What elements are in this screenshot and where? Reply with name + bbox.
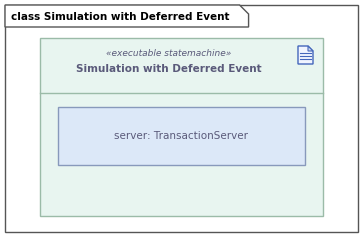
Polygon shape bbox=[298, 46, 313, 64]
Polygon shape bbox=[308, 46, 313, 51]
Bar bbox=[58, 107, 305, 165]
Text: Simulation with Deferred Event: Simulation with Deferred Event bbox=[76, 64, 262, 74]
Polygon shape bbox=[5, 5, 249, 27]
Text: «executable statemachine»: «executable statemachine» bbox=[106, 49, 232, 58]
Text: class Simulation with Deferred Event: class Simulation with Deferred Event bbox=[11, 12, 229, 22]
Bar bbox=[40, 38, 323, 216]
Text: server: TransactionServer: server: TransactionServer bbox=[114, 131, 249, 141]
